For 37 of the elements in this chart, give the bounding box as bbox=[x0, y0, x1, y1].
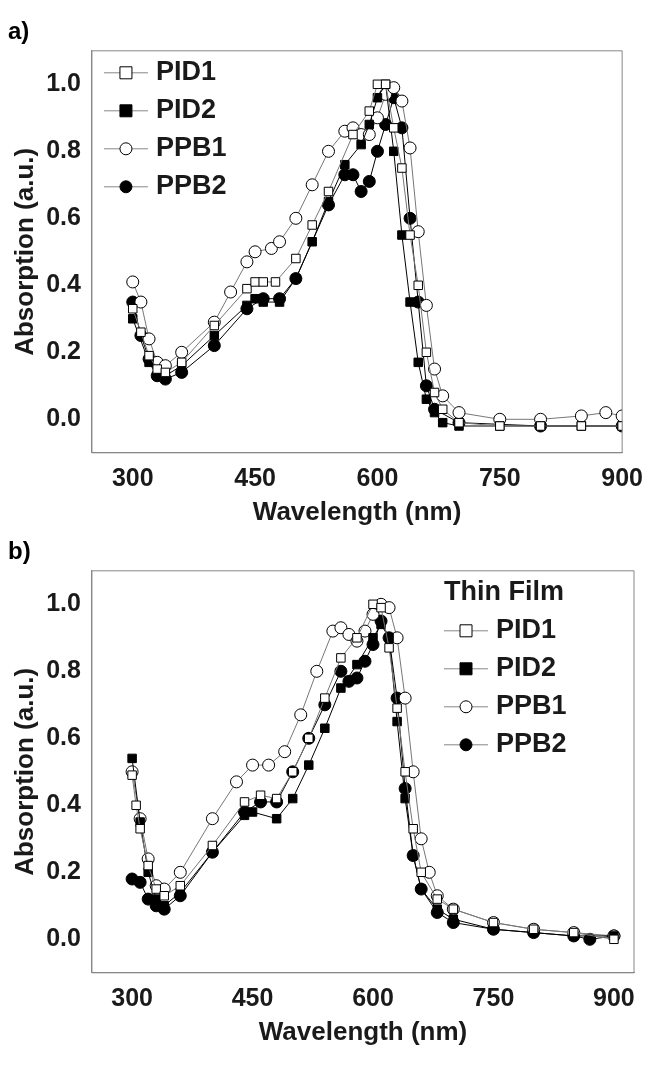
chart-title: b) bbox=[8, 537, 31, 565]
y-tick-label: 0.8 bbox=[46, 135, 82, 164]
y-tick-label: 0.4 bbox=[46, 269, 82, 298]
x-tick-label: 900 bbox=[601, 462, 643, 491]
y-axis-title: Absorption (a.u.) bbox=[8, 667, 39, 876]
legend-label: PID1 bbox=[155, 56, 216, 87]
legend-label: PID1 bbox=[496, 614, 557, 645]
y-tick-label: 0.2 bbox=[46, 336, 81, 365]
legend-label: PPB1 bbox=[155, 132, 227, 163]
x-axis-title: Wavelength (nm) bbox=[258, 1015, 468, 1046]
chart-title: a) bbox=[8, 17, 30, 45]
y-tick-label: 0.0 bbox=[46, 923, 81, 952]
y-tick-label: 0.8 bbox=[46, 655, 82, 684]
legend-label: PPB2 bbox=[496, 728, 567, 759]
y-tick-label: 0.0 bbox=[46, 403, 81, 432]
x-tick-label: 450 bbox=[234, 462, 276, 491]
y-tick-label: 0.2 bbox=[46, 856, 81, 885]
legend-label: PID2 bbox=[496, 652, 557, 683]
legend-label: PID2 bbox=[155, 94, 216, 125]
x-tick-label: 900 bbox=[593, 982, 635, 1011]
x-tick-label: 600 bbox=[352, 982, 394, 1011]
legend-title: Thin Film bbox=[444, 576, 564, 607]
y-tick-label: 1.0 bbox=[46, 68, 81, 97]
y-tick-label: 0.6 bbox=[46, 202, 81, 231]
x-tick-label: 300 bbox=[111, 462, 154, 491]
y-tick-label: 0.4 bbox=[46, 789, 82, 818]
legend-label: PPB1 bbox=[496, 690, 567, 721]
x-tick-label: 300 bbox=[111, 982, 153, 1011]
x-tick-label: 600 bbox=[356, 462, 399, 491]
x-tick-label: 750 bbox=[478, 462, 521, 491]
x-tick-label: 750 bbox=[472, 982, 515, 1011]
legend-label: PPB2 bbox=[155, 170, 227, 201]
y-axis-title: Absorption (a.u.) bbox=[8, 147, 39, 356]
x-axis-title: Wavelength (nm) bbox=[252, 495, 462, 526]
y-tick-label: 0.6 bbox=[46, 722, 81, 751]
y-tick-label: 1.0 bbox=[46, 588, 81, 617]
x-tick-label: 450 bbox=[231, 982, 274, 1011]
